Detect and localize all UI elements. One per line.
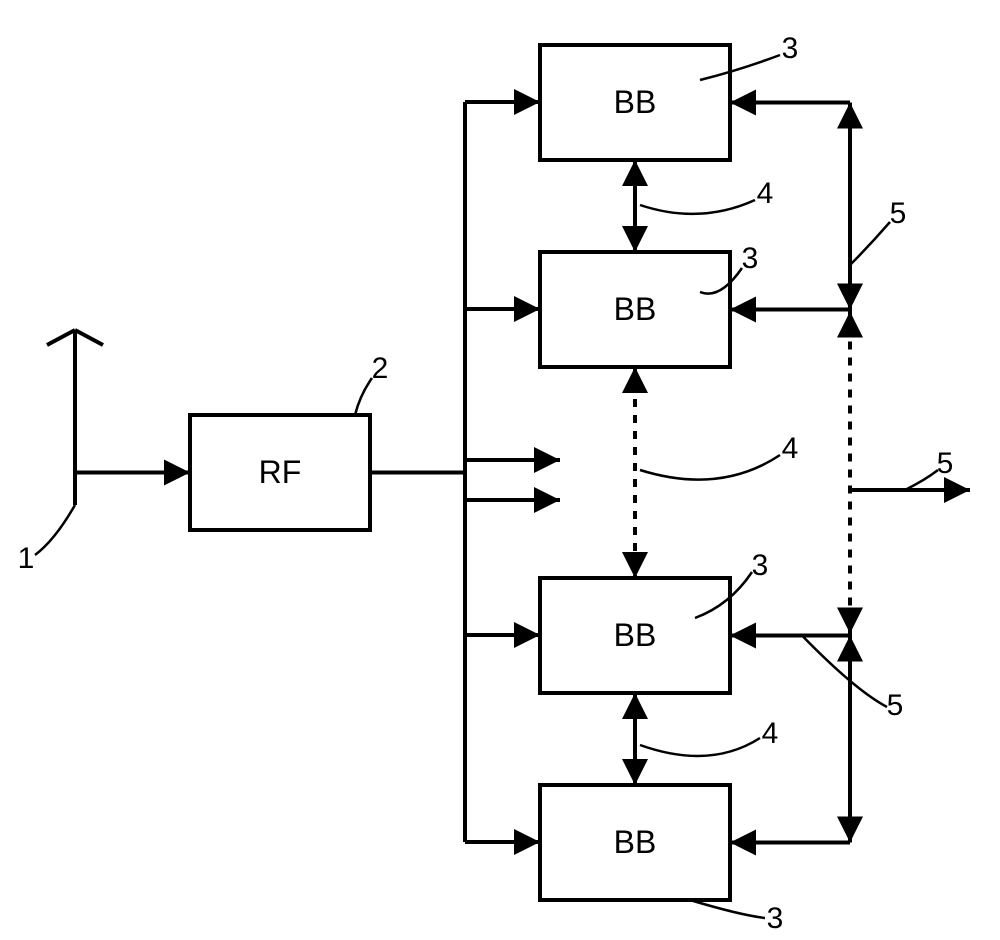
label-4b: 4: [782, 432, 799, 465]
rf-block: RF: [190, 415, 370, 530]
label-5a: 5: [890, 197, 907, 230]
bb-block-3: BB: [540, 578, 730, 693]
label-3a: 3: [782, 32, 799, 65]
block-diagram: RF BB BB BB BB 1 2 3 4 3 5 4 5 3 5 4 3: [0, 0, 1000, 940]
bb-block-2: BB: [540, 252, 730, 367]
bb-block-3-label: BB: [614, 617, 657, 653]
rf-block-label: RF: [259, 454, 302, 490]
label-4a: 4: [757, 177, 774, 210]
label-3b: 3: [742, 242, 759, 275]
label-5b: 5: [937, 447, 954, 480]
label-3c: 3: [752, 549, 769, 582]
bb-block-1: BB: [540, 45, 730, 160]
bb-block-4: BB: [540, 785, 730, 900]
label-1: 1: [18, 542, 35, 575]
bb-block-1-label: BB: [614, 84, 657, 120]
label-5c: 5: [887, 689, 904, 722]
bb-block-2-label: BB: [614, 291, 657, 327]
label-4c: 4: [762, 717, 779, 750]
label-3d: 3: [767, 902, 784, 935]
label-2: 2: [372, 352, 389, 385]
bb-block-4-label: BB: [614, 824, 657, 860]
